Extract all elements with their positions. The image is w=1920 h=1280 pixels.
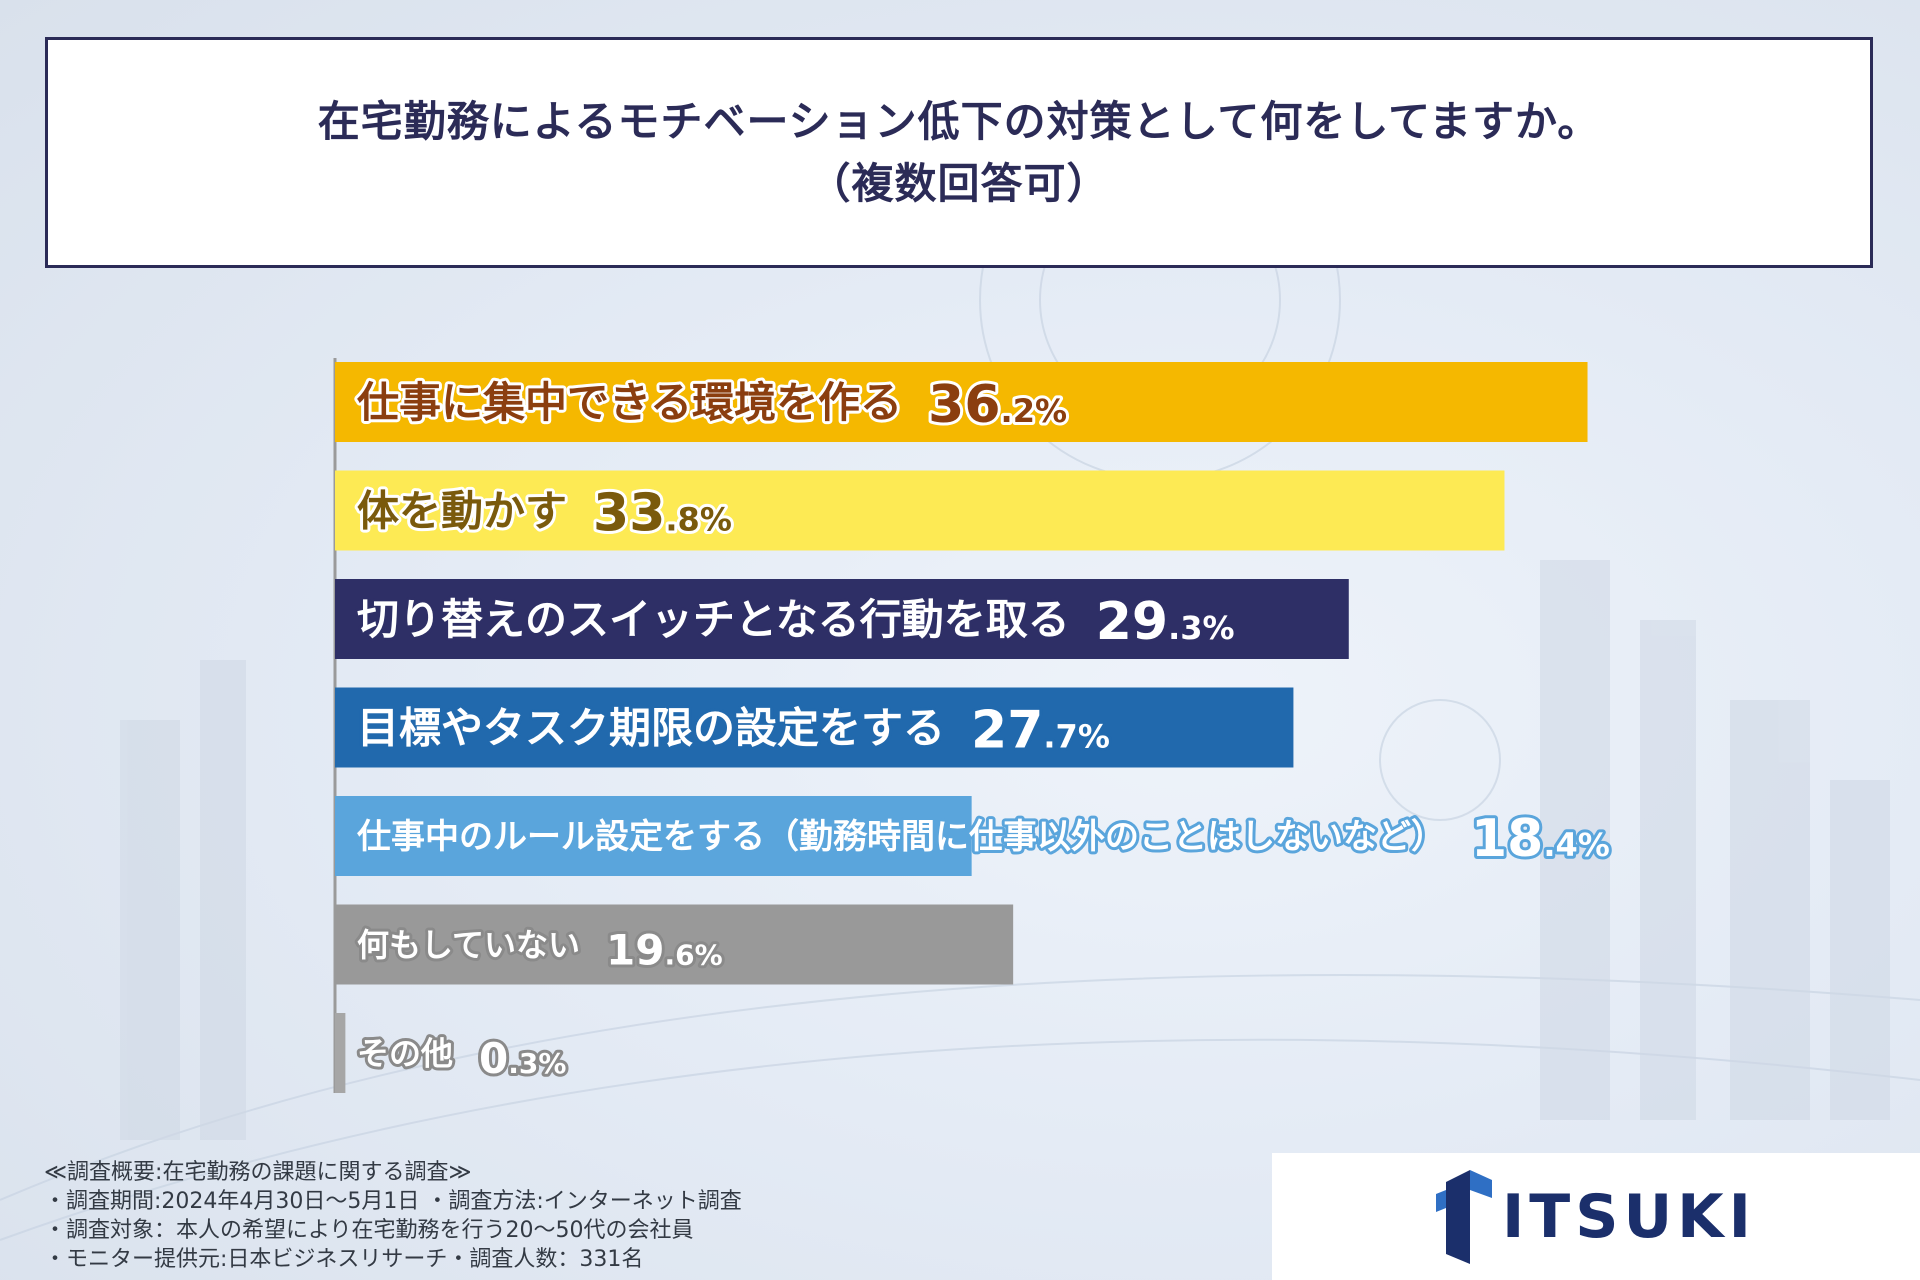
category-label: 体を動かす xyxy=(357,487,567,536)
bar xyxy=(335,1013,346,1093)
data-label-dec: .6% xyxy=(665,939,723,972)
bar xyxy=(335,362,1588,442)
category-label: 仕事に集中できる環境を作る xyxy=(357,378,902,427)
data-label-int: 27 xyxy=(971,701,1043,761)
bar xyxy=(335,470,1505,551)
data-label: 29.3% xyxy=(1096,592,1235,652)
data-label-int: 33 xyxy=(593,484,665,544)
data-label-dec: .3% xyxy=(508,1047,566,1080)
data-label-int: 0 xyxy=(479,1034,508,1083)
data-label: 36.2% xyxy=(928,375,1067,435)
data-label-int: 18 xyxy=(1471,809,1543,869)
data-label-int: 36 xyxy=(928,375,1000,435)
category-label: 切り替えのスイッチとなる行動を取る xyxy=(357,595,1070,644)
data-label-int: 19 xyxy=(606,926,664,975)
logo-text: ITSUKI xyxy=(1501,1181,1756,1252)
category-label: 何もしていない xyxy=(357,926,580,964)
category-label: 目標やタスク期限の設定をする xyxy=(357,704,945,753)
data-label-dec: .3% xyxy=(1168,609,1234,647)
chart-title-line1: 在宅勤務によるモチベーション低下の対策として何をしてますか。 xyxy=(317,96,1601,146)
data-label-dec: .4% xyxy=(1543,826,1609,864)
chart-title-line2: （複数回答可） xyxy=(808,158,1110,208)
bar xyxy=(335,579,1349,659)
data-label: 19.6% xyxy=(606,926,723,975)
title-box: 在宅勤務によるモチベーション低下の対策として何をしてますか。 （複数回答可） xyxy=(45,37,1873,268)
bar xyxy=(335,687,1294,768)
bar xyxy=(335,796,972,876)
category-label: その他 xyxy=(357,1035,453,1073)
logo: ITSUKI xyxy=(1272,1153,1920,1280)
data-label-int: 29 xyxy=(1096,592,1168,652)
category-label: 仕事中のルール設定をする（勤務時間に仕事以外のことはしないなど） xyxy=(357,817,1445,857)
survey-note-line: ・調査期間:2024年4月30日～5月1日 ・調査方法:インターネット調査 xyxy=(44,1189,742,1214)
data-label: 18.4% xyxy=(1471,809,1610,869)
survey-note-line: ≪調査概要:在宅勤務の課題に関する調査≫ xyxy=(44,1160,472,1185)
data-label-dec: .7% xyxy=(1043,718,1109,756)
survey-note-line: ・調査対象：本人の希望により在宅勤務を行う20～50代の会社員 xyxy=(44,1218,694,1243)
data-label: 27.7% xyxy=(971,701,1110,761)
data-label: 0.3% xyxy=(479,1034,566,1083)
survey-notes: ≪調査概要:在宅勤務の課題に関する調査≫ ・調査期間:2024年4月30日～5月… xyxy=(44,1158,944,1274)
bar xyxy=(335,904,1014,985)
data-label: 33.8% xyxy=(593,484,732,544)
itsuki-logo-mark-icon xyxy=(1435,1169,1492,1264)
data-label-dec: .2% xyxy=(1001,392,1067,430)
survey-note-line: ・モニター提供元:日本ビジネスリサーチ・調査人数：331名 xyxy=(44,1247,644,1272)
data-label-dec: .8% xyxy=(665,501,731,539)
